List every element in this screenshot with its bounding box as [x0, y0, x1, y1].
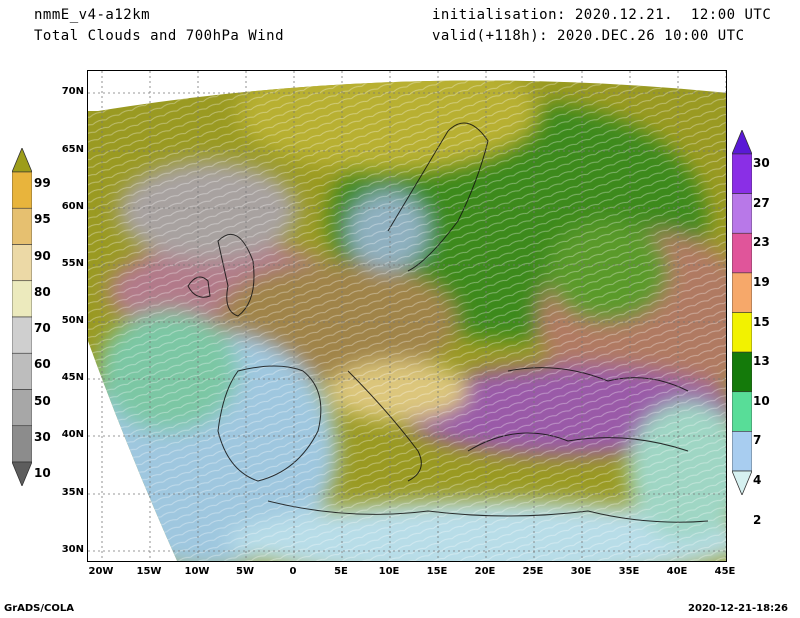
longitude-label: 15W: [136, 566, 162, 577]
colorbar-segment: [12, 244, 32, 282]
colorbar-label: 13: [753, 354, 770, 369]
latitude-label: 45N: [61, 372, 84, 383]
cloud-wind-field: [88, 71, 726, 561]
render-timestamp: 2020-12-21-18:26: [688, 603, 788, 614]
colorbar-segment: [12, 352, 32, 390]
colorbar-segment: [732, 153, 752, 194]
longitude-label: 5W: [236, 566, 254, 577]
latitude-label: 40N: [61, 429, 84, 440]
colorbar-label: 19: [753, 274, 770, 289]
colorbar-label: 27: [753, 195, 770, 210]
colorbar-label: 4: [753, 473, 762, 487]
colorbar-segment: [12, 171, 32, 209]
colorbar-segment: [12, 207, 32, 245]
colorbar-top-arrow: [12, 148, 32, 173]
product-title: Total Clouds and 700hPa Wind: [34, 28, 285, 44]
latitude-label: 60N: [61, 201, 84, 212]
colorbar-label: 10: [753, 393, 770, 408]
longitude-label: 25E: [522, 566, 544, 577]
colorbar-label: 30: [34, 429, 51, 444]
colorbar-bottom-arrow: [732, 470, 752, 495]
colorbar-label: 10: [34, 466, 51, 480]
colorbar-segment: [12, 425, 32, 463]
latitude-label: 70N: [61, 86, 84, 97]
model-name: nmmE_v4-a12km: [34, 7, 151, 23]
coastlines: [187, 122, 709, 523]
longitude-label: 20W: [88, 566, 114, 577]
colorbar-segment: [732, 391, 752, 432]
colorbar-label: 60: [34, 357, 51, 372]
colorbar-label: 23: [753, 235, 770, 250]
colorbar-segment: [12, 316, 32, 354]
colorbar-segment: [12, 389, 32, 427]
colorbar-label: 7: [753, 433, 762, 448]
forecast-map: [87, 70, 727, 562]
latitude-label: 50N: [61, 315, 84, 326]
longitude-label: 5E: [334, 566, 348, 577]
valid-time: valid(+118h): 2020.DEC.26 10:00 UTC: [432, 28, 745, 44]
cloud-colorbar: [12, 148, 32, 486]
colorbar-segment: [732, 431, 752, 472]
longitude-label: 20E: [474, 566, 496, 577]
longitude-label: 30E: [570, 566, 592, 577]
longitude-label: 15E: [426, 566, 448, 577]
colorbar-label: 80: [34, 284, 51, 299]
longitude-label: 0: [289, 566, 297, 577]
credit-label: GrADS/COLA: [4, 603, 74, 614]
colorbar-label: 15: [753, 314, 770, 329]
longitude-label: 10W: [184, 566, 210, 577]
latitude-label: 30N: [61, 544, 84, 555]
colorbar-label: 2: [753, 512, 762, 527]
longitude-label: 35E: [618, 566, 640, 577]
colorbar-segment: [732, 351, 752, 393]
colorbar-label: 30: [753, 156, 770, 170]
colorbar-segment: [732, 312, 752, 353]
wind-colorbar: [732, 130, 752, 495]
colorbar-label: 99: [34, 176, 51, 190]
colorbar-bottom-arrow: [12, 461, 32, 486]
colorbar-segment: [732, 272, 752, 313]
colorbar-label: 95: [34, 212, 51, 227]
longitude-label: 10E: [378, 566, 400, 577]
colorbar-segment: [732, 193, 752, 234]
latitude-label: 55N: [61, 258, 84, 269]
longitude-label: 40E: [666, 566, 688, 577]
colorbar-segment: [12, 280, 32, 318]
longitude-label: 45E: [714, 566, 736, 577]
initialisation-time: initialisation: 2020.12.21. 12:00 UTC: [432, 7, 772, 23]
latitude-label: 35N: [61, 487, 84, 498]
colorbar-label: 90: [34, 248, 51, 263]
colorbar-label: 50: [34, 393, 51, 408]
latitude-label: 65N: [61, 144, 84, 155]
colorbar-top-arrow: [732, 130, 752, 155]
colorbar-label: 70: [34, 321, 51, 335]
colorbar-segment: [732, 232, 752, 274]
